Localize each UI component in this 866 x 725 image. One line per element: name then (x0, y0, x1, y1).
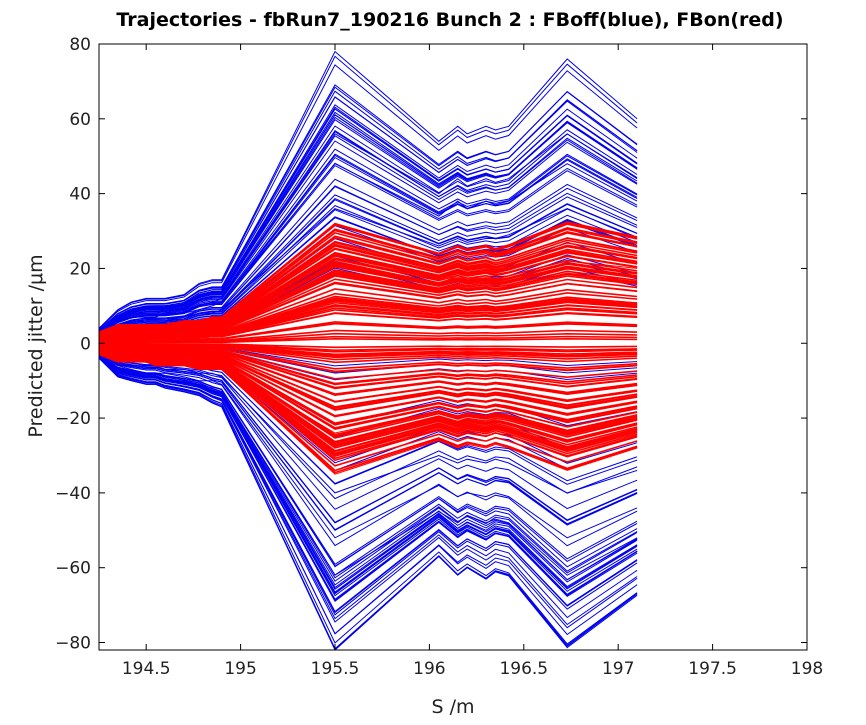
y-tick-label: −60 (55, 559, 91, 579)
y-tick-label: 20 (69, 259, 91, 279)
trajectory-line (99, 216, 638, 338)
y-tick-label: 80 (69, 35, 91, 55)
series-fboff (99, 50, 638, 650)
x-tick-label: 194.5 (122, 659, 171, 679)
trajectory-line (99, 288, 638, 339)
trajectory-line (99, 133, 638, 333)
trajectory-line (99, 307, 638, 341)
plot-area (99, 50, 638, 650)
trajectory-line (99, 354, 638, 475)
trajectory-line (99, 337, 638, 344)
y-tick-label: −20 (55, 409, 91, 429)
trajectory-line (99, 55, 638, 329)
trajectory-line (99, 140, 638, 334)
chart-title: Trajectories - fbRun7_190216 Bunch 2 : F… (116, 9, 783, 31)
trajectory-line (99, 96, 638, 332)
x-axis: 194.5 195 195.5 196 196.5 197 197.5 198 (122, 44, 823, 679)
trajectory-line (99, 297, 638, 340)
y-tick-label: 40 (69, 185, 91, 205)
y-axis: −80 −60 −40 −20 0 20 40 60 80 (55, 35, 807, 654)
trajectory-line (99, 350, 638, 500)
trajectory-line (99, 350, 638, 494)
trajectory-line (99, 347, 638, 403)
x-tick-label: 198 (791, 659, 823, 679)
trajectory-line (99, 260, 638, 337)
trajectory-line (99, 351, 638, 525)
trajectory-line (99, 205, 638, 337)
trajectory-line (99, 255, 638, 336)
y-tick-label: −40 (55, 484, 91, 504)
x-axis-label: S /m (431, 696, 474, 718)
trajectory-line (99, 350, 638, 434)
trajectory-line (99, 343, 638, 359)
axes-box (98, 43, 808, 651)
trajectory-line (99, 350, 638, 436)
trajectory-line (99, 263, 638, 337)
trajectory-line (99, 357, 638, 650)
trajectory-line (99, 353, 638, 467)
trajectory-line (99, 354, 638, 539)
trajectory-line (99, 64, 638, 330)
trajectory-line (99, 86, 638, 331)
trajectory-line (99, 271, 638, 338)
trajectory-line (99, 108, 638, 332)
trajectory-line (99, 344, 638, 373)
x-tick-label: 195.5 (311, 659, 360, 679)
trajectory-line (99, 282, 638, 339)
x-tick-label: 196.5 (499, 659, 548, 679)
trajectory-line (99, 345, 638, 386)
trajectory-line (99, 348, 638, 411)
x-tick-label: 197 (602, 659, 634, 679)
trajectory-line (99, 125, 638, 333)
trajectory-line (99, 178, 638, 336)
y-axis-label: Predicted jitter /μm (25, 254, 47, 437)
trajectory-line (99, 322, 638, 343)
x-tick-label: 196 (413, 659, 445, 679)
trajectory-line (99, 357, 638, 645)
trajectory-line (99, 185, 638, 336)
trajectory-line (99, 223, 638, 333)
x-tick-label: 197.5 (688, 659, 737, 679)
trajectory-line (99, 164, 638, 335)
y-tick-label: 0 (80, 334, 91, 354)
x-tick-label: 195 (224, 659, 256, 679)
trajectory-line (99, 342, 638, 349)
trajectory-line (99, 163, 638, 333)
trajectory-line (99, 349, 638, 429)
trajectory-line (99, 346, 638, 396)
y-tick-label: −80 (55, 634, 91, 654)
trajectory-line (99, 243, 638, 335)
trajectory-line (99, 119, 638, 333)
trajectory-line (99, 356, 638, 613)
trajectory-line (99, 329, 638, 343)
series-fbon (99, 221, 638, 475)
trajectory-line (99, 357, 638, 635)
trajectory-line (99, 50, 638, 329)
trajectory-line (99, 208, 638, 337)
y-tick-label: 60 (69, 110, 91, 130)
trajectory-line (99, 352, 638, 531)
trajectory-line (99, 351, 638, 443)
trajectory-line (99, 226, 638, 334)
trajectory-line (99, 354, 638, 576)
trajectory-line (99, 348, 638, 417)
